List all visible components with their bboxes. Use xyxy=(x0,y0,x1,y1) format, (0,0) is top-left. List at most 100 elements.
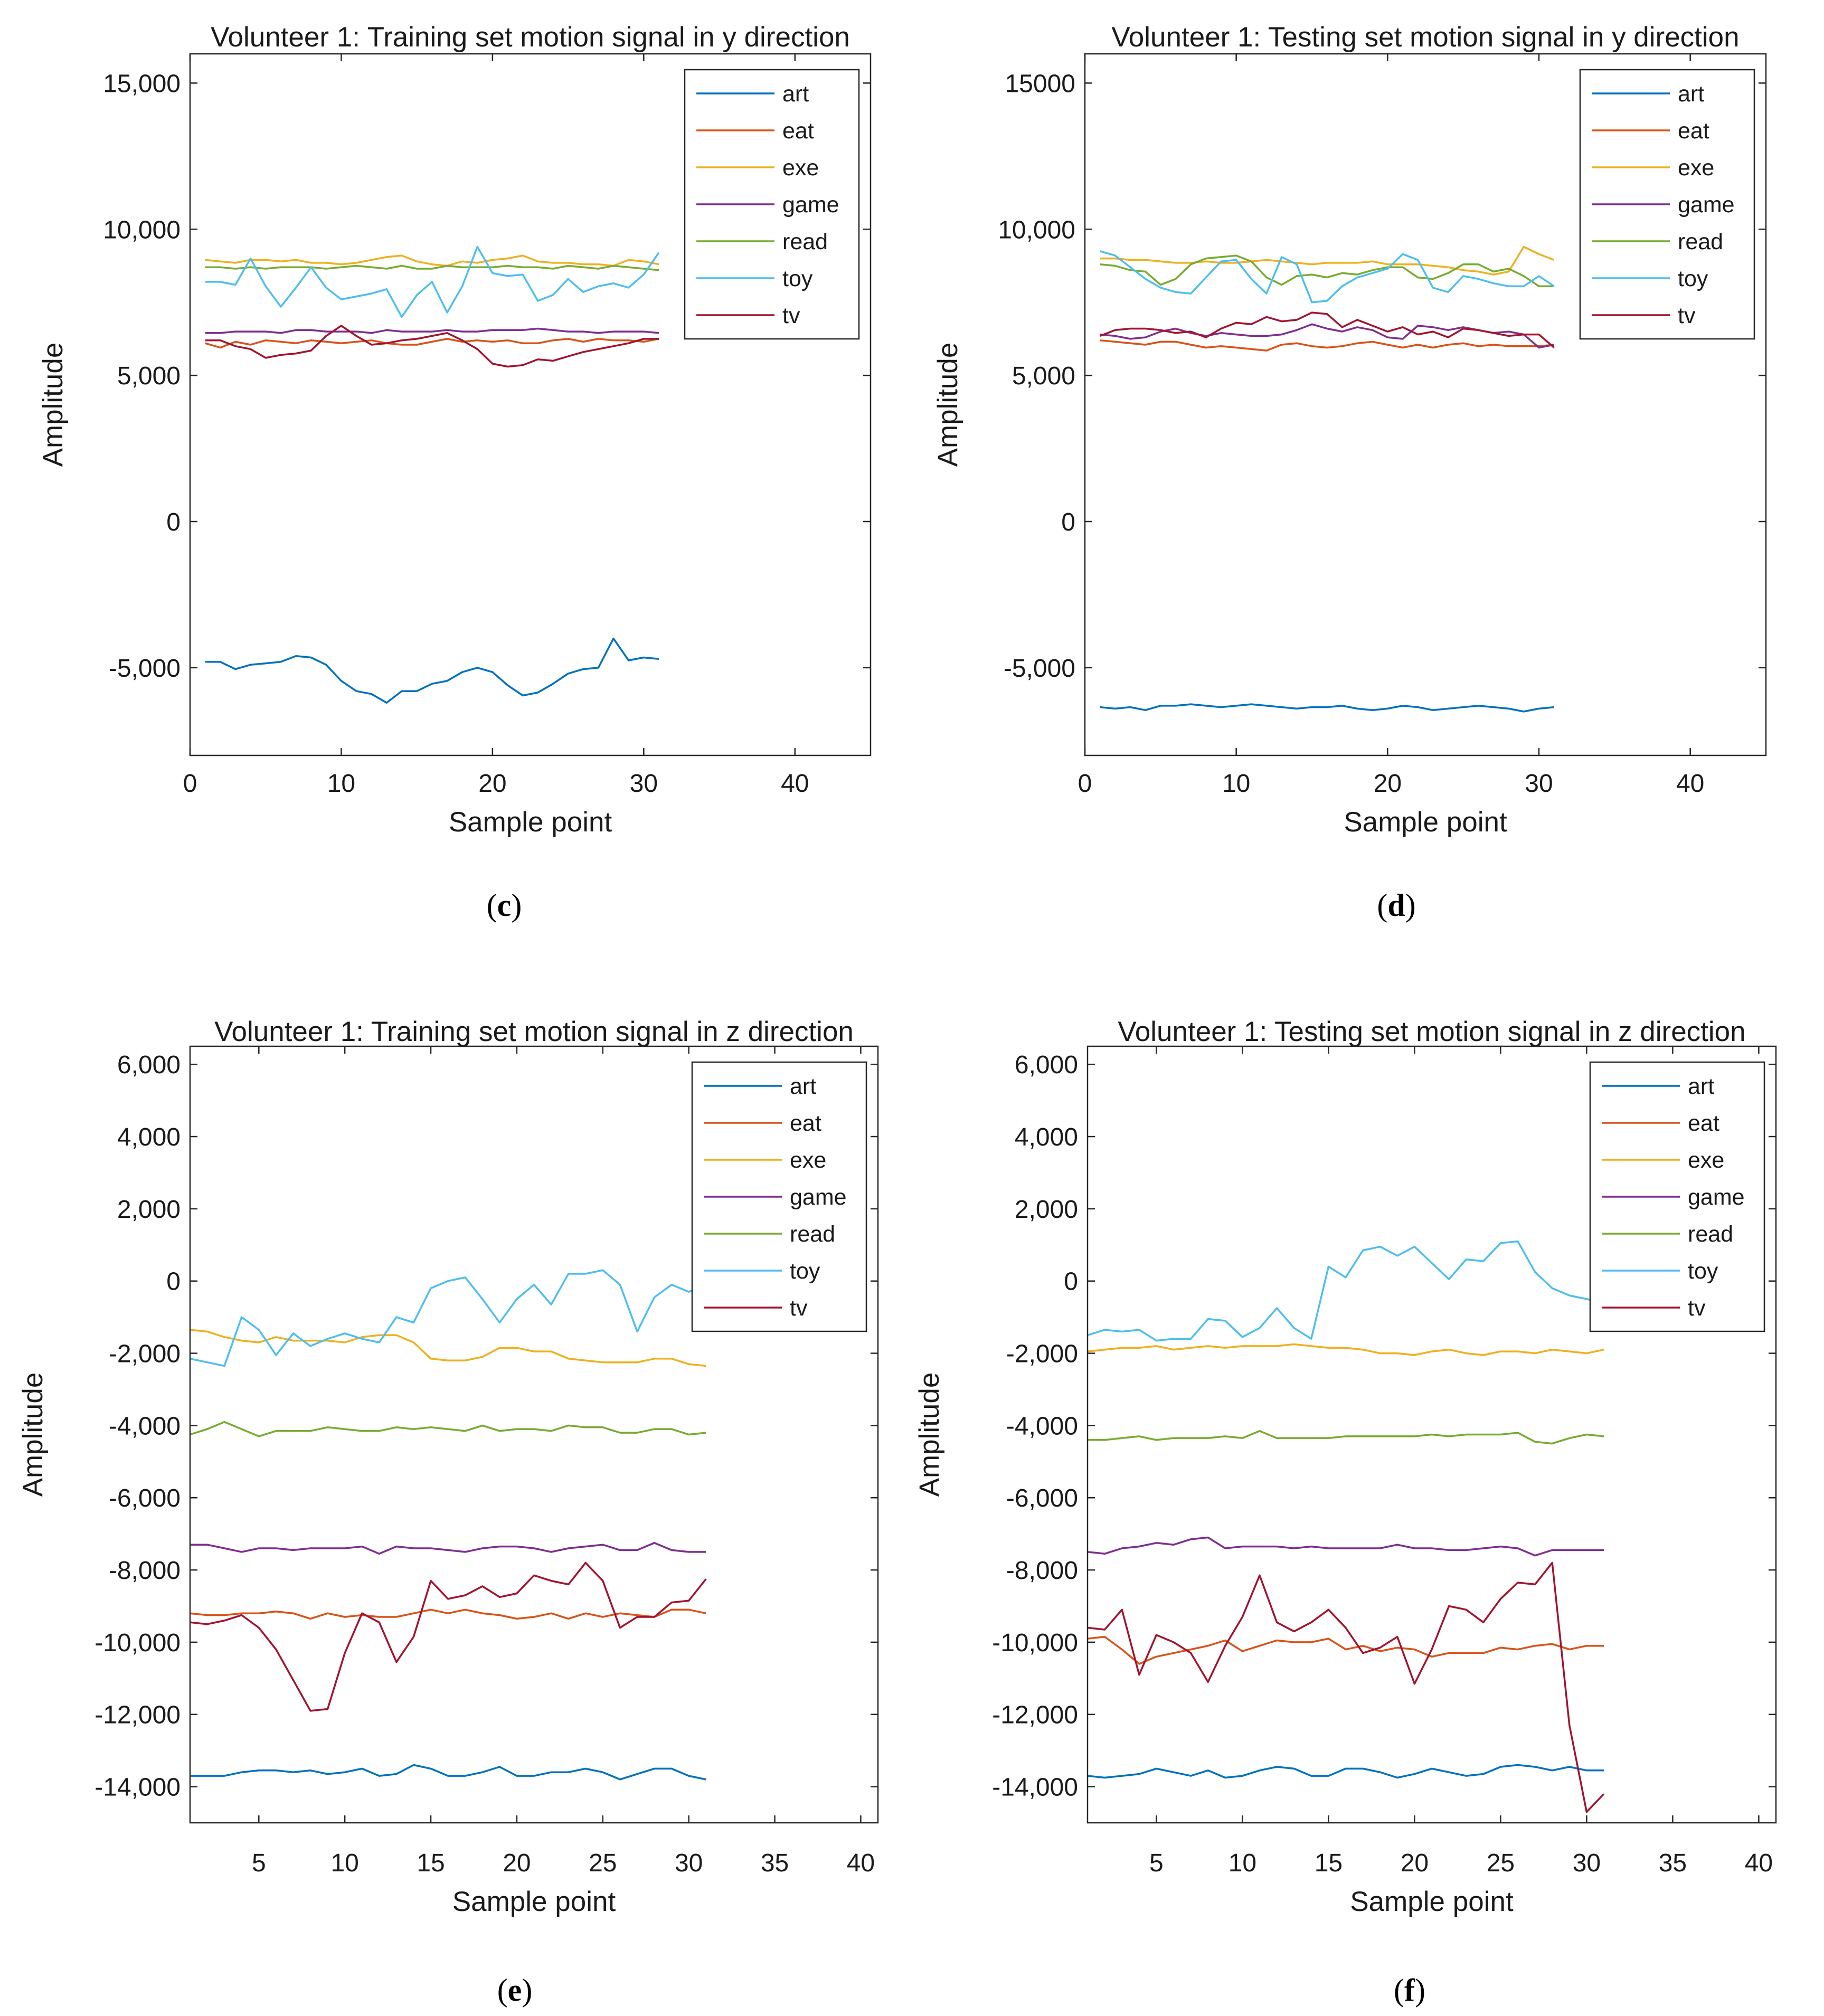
series-line-toy xyxy=(1088,1240,1604,1342)
legend-entry-read: read xyxy=(1678,229,1723,254)
series-line-exe xyxy=(1088,1343,1604,1356)
plot-border xyxy=(189,1045,879,1824)
series-line-art xyxy=(1100,703,1554,713)
legend: art eat exe game read toy tv xyxy=(1579,69,1755,340)
series-line-eat xyxy=(1088,1635,1604,1665)
y-tick-label: 0 xyxy=(166,508,181,536)
x-tick-label: 25 xyxy=(589,1849,617,1877)
plot-border xyxy=(1084,53,1767,756)
x-tick-label: 35 xyxy=(1659,1849,1687,1877)
legend-entry-eat: eat xyxy=(782,118,814,144)
y-tick-label: -2,000 xyxy=(1006,1340,1078,1368)
panel-caption: (c) xyxy=(487,888,522,923)
series-line-tv xyxy=(205,325,659,368)
x-tick-label: 5 xyxy=(1149,1849,1164,1877)
y-tick-label: -14,000 xyxy=(94,1774,181,1802)
x-tick-label: 0 xyxy=(1078,770,1092,798)
legend-entry-game: game xyxy=(1678,192,1735,217)
y-tick-label: 6,000 xyxy=(1015,1051,1078,1079)
y-tick-label: 10,000 xyxy=(103,216,181,244)
y-tick-label: -12,000 xyxy=(992,1701,1078,1729)
x-tick-label: 40 xyxy=(1676,770,1704,798)
x-axis-label: Sample point xyxy=(1350,1886,1514,1917)
panel-letter: f xyxy=(1404,1973,1415,2008)
legend-entry-exe: exe xyxy=(782,155,819,181)
series-line-read xyxy=(205,264,659,271)
x-tick-label: 10 xyxy=(327,770,355,798)
series-line-art xyxy=(205,637,659,704)
legend-entry-toy: toy xyxy=(790,1258,820,1284)
legend-entry-exe: exe xyxy=(1678,155,1714,181)
series-line-exe xyxy=(190,1329,706,1367)
series-group xyxy=(1100,245,1555,713)
x-tick-label: 35 xyxy=(761,1849,789,1877)
series-line-exe xyxy=(205,254,659,267)
legend-entry-eat: eat xyxy=(1688,1111,1719,1136)
y-axis-label: Amplitude xyxy=(932,343,963,467)
y-tick-label: -8,000 xyxy=(109,1557,181,1585)
series-line-tv xyxy=(190,1561,707,1712)
series-group xyxy=(1088,1240,1605,1813)
panel-caption: (e) xyxy=(497,1973,533,2008)
x-tick-label: 10 xyxy=(330,1849,358,1877)
y-tick-label: 2,000 xyxy=(1015,1196,1078,1224)
x-tick-label: 5 xyxy=(252,1849,266,1877)
legend: art eat exe game read toy tv xyxy=(684,69,860,340)
y-tick-label: 0 xyxy=(1064,1268,1078,1296)
y-tick-label: 5,000 xyxy=(1012,362,1075,390)
legend-entry-exe: exe xyxy=(790,1148,826,1173)
legend-entry-tv: tv xyxy=(782,303,800,328)
x-axis-label: Sample point xyxy=(449,807,612,838)
series-line-exe xyxy=(1100,245,1555,276)
x-tick-label: 30 xyxy=(1573,1849,1601,1877)
panel-caption: (d) xyxy=(1377,888,1415,923)
chart-title: Volunteer 1: Training set motion signal … xyxy=(211,22,850,53)
series-group xyxy=(190,1269,707,1781)
x-tick-label: 20 xyxy=(478,770,506,798)
y-tick-label: -5,000 xyxy=(109,655,181,683)
chart-title: Volunteer 1: Training set motion signal … xyxy=(214,1016,854,1047)
x-axis-label: Sample point xyxy=(452,1886,616,1917)
chart-panel-d: Volunteer 1: Testing set motion signal i… xyxy=(932,22,1767,923)
chart-panel-c: Volunteer 1: Training set motion signal … xyxy=(37,22,872,923)
x-tick-label: 30 xyxy=(1525,770,1553,798)
series-line-tv xyxy=(1100,311,1555,348)
y-tick-label: -6,000 xyxy=(1006,1484,1078,1512)
legend: art eat exe game read toy tv xyxy=(1589,1061,1765,1332)
x-tick-label: 15 xyxy=(417,1849,445,1877)
series-line-read xyxy=(190,1421,706,1437)
y-tick-label: 2,000 xyxy=(117,1196,181,1224)
x-tick-label: 40 xyxy=(847,1849,875,1877)
y-tick-label: 15000 xyxy=(1005,70,1075,98)
y-tick-label: -4,000 xyxy=(109,1412,181,1440)
x-tick-label: 25 xyxy=(1487,1849,1515,1877)
y-tick-label: 10,000 xyxy=(998,216,1075,244)
x-tick-label: 15 xyxy=(1315,1849,1343,1877)
series-line-tv xyxy=(1088,1561,1605,1813)
y-tick-label: -5,000 xyxy=(1004,655,1075,683)
chart-panel-e: Volunteer 1: Training set motion signal … xyxy=(17,1016,879,2008)
panel-letter: d xyxy=(1387,888,1405,923)
series-line-toy xyxy=(190,1269,706,1367)
x-tick-label: 20 xyxy=(503,1849,531,1877)
y-tick-label: 5,000 xyxy=(117,362,181,390)
series-line-game xyxy=(205,327,659,334)
legend-entry-read: read xyxy=(1688,1222,1733,1247)
y-tick-label: 6,000 xyxy=(117,1051,181,1079)
legend-entry-game: game xyxy=(1688,1185,1745,1210)
y-axis-label: Amplitude xyxy=(37,343,69,467)
legend-entry-eat: eat xyxy=(790,1111,821,1136)
legend-entry-art: art xyxy=(1678,81,1704,107)
x-tick-label: 40 xyxy=(1745,1849,1773,1877)
legend-entry-toy: toy xyxy=(1678,266,1708,291)
series-line-toy xyxy=(205,245,660,318)
y-axis-label: Amplitude xyxy=(17,1373,49,1497)
x-tick-label: 0 xyxy=(183,770,197,798)
legend-entry-exe: exe xyxy=(1688,1148,1724,1173)
y-tick-label: 15,000 xyxy=(103,70,181,98)
legend: art eat exe game read toy tv xyxy=(691,1061,867,1332)
legend-entry-tv: tv xyxy=(790,1295,808,1321)
legend-entry-read: read xyxy=(782,229,828,254)
y-tick-label: 4,000 xyxy=(117,1123,181,1151)
series-line-read xyxy=(1088,1430,1604,1445)
